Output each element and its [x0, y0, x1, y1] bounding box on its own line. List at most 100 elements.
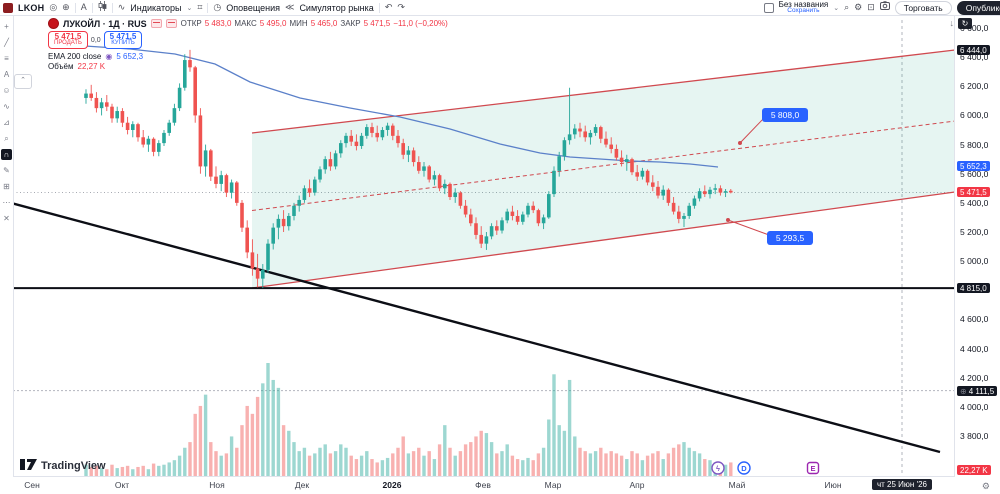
callout-connector — [739, 117, 765, 144]
candle-body — [729, 190, 733, 193]
ema-legend-row[interactable]: EMA 200 close ◉ 5 652,3 — [48, 52, 448, 61]
alert-plus-icon[interactable]: ⊕ — [960, 386, 967, 396]
publish-button[interactable]: Опублико — [956, 0, 1000, 15]
volume-bar — [682, 442, 686, 476]
measure-tool-icon[interactable]: ⊿ — [3, 118, 10, 127]
undo-icon[interactable]: ↶ — [384, 2, 393, 12]
interval-icon[interactable]: A — [80, 2, 87, 12]
layout-checkbox-icon[interactable] — [763, 2, 774, 13]
text-tool-icon[interactable]: A — [3, 70, 10, 79]
axis-settings-gear-icon[interactable]: ⚙ — [981, 481, 990, 491]
trendline-tool-icon[interactable]: ╱ — [4, 38, 9, 47]
magnet-tool-icon[interactable]: ∩ — [1, 149, 12, 160]
candle-body — [370, 127, 374, 133]
pattern-tool-icon[interactable]: ∿ — [3, 102, 10, 111]
price-tick: 6 200,0 — [960, 81, 989, 91]
trade-button[interactable]: Торговать — [894, 0, 952, 15]
candle-body — [645, 170, 650, 183]
quick-search-icon[interactable]: ⌕ — [844, 2, 850, 12]
candle-body — [214, 176, 218, 184]
indicators-button[interactable]: Индикаторы — [130, 2, 182, 13]
chart-legend: ЛУКОЙЛ · 1Д · RUS ОТКР 5 483,0 МАКС 5 495,… — [48, 18, 448, 71]
zoom-tool-icon[interactable]: ⌕ — [4, 134, 9, 143]
crosshair-tool-icon[interactable]: + — [4, 22, 9, 31]
flash-event-icon[interactable] — [711, 461, 725, 475]
time-tick: Сен — [24, 480, 40, 490]
sell-button[interactable]: 5 471,5 ПРОДАТЬ — [48, 31, 88, 49]
volume-legend-row[interactable]: Объём 22,27 K — [48, 62, 448, 71]
emoji-tool-icon[interactable]: ☺ — [2, 86, 11, 95]
candle-body — [453, 192, 457, 198]
alert-clock-icon[interactable]: ◷ — [213, 2, 222, 12]
time-axis[interactable]: Сен Окт Ноя Дек 2026 Фев Мар Апр Май Июн чт 25 Июн… — [13, 476, 955, 494]
volume-bar — [661, 459, 665, 476]
legend-flag-icon[interactable] — [150, 19, 162, 28]
candle-body — [573, 128, 577, 135]
chart-type-icon[interactable] — [98, 0, 107, 15]
chart-area[interactable]: 5 808,0 5 293,5 ϟ D E TradingView — [13, 15, 955, 477]
volume-bar — [115, 468, 119, 476]
auto-fit-icon[interactable]: ↻ — [958, 18, 972, 29]
collapse-legend-button[interactable]: ⌃ — [14, 74, 32, 89]
fib-retracement-tool-icon[interactable]: ≡ — [4, 54, 9, 63]
more-tools-icon[interactable]: ⋯ — [2, 198, 11, 207]
settings-gear-icon[interactable]: ⚙ — [854, 2, 863, 12]
price-label-red[interactable]: 22,27 K — [957, 465, 991, 475]
symbol-button[interactable]: LKOH — [18, 2, 45, 13]
fullscreen-icon[interactable]: ⊡ — [867, 2, 875, 12]
price-callout-label[interactable] — [767, 231, 813, 245]
price-label-blue[interactable]: 5 652,3 — [957, 161, 990, 171]
price-callout-label[interactable] — [762, 108, 808, 122]
remove-drawings-tool-icon[interactable]: ✕ — [3, 214, 10, 223]
indicators-icon[interactable]: ∿ — [117, 2, 126, 12]
price-tick: 5 600,0 — [960, 169, 989, 179]
channel-mid-line[interactable] — [251, 120, 955, 211]
legend-title[interactable]: ЛУКОЙЛ · 1Д · RUS — [63, 18, 147, 29]
price-label-black[interactable]: 6 444,0 — [957, 45, 990, 55]
redo-icon[interactable]: ↷ — [397, 2, 405, 12]
replay-icon[interactable]: ≪ — [285, 2, 295, 12]
price-label-black[interactable]: 4 815,0 — [957, 283, 990, 293]
candle-body — [687, 205, 691, 216]
earnings-event-icon[interactable] — [806, 461, 820, 475]
descending-trendline[interactable] — [13, 200, 941, 454]
layout-grid-icon[interactable]: ⌗ — [197, 2, 203, 12]
buy-button[interactable]: 5 471,5 КУПИТЬ — [103, 31, 143, 49]
flash-event-icon-glyph: ϟ — [716, 464, 720, 473]
draw-tool-icon[interactable]: ✎ — [3, 166, 10, 175]
legend-flag-icon[interactable] — [165, 19, 177, 28]
candle-body — [469, 214, 473, 224]
dividend-event-icon[interactable] — [737, 461, 751, 475]
chevron-down-icon[interactable]: ⌄ — [186, 4, 193, 12]
price-label-black[interactable]: ⊕ 4 111,5 — [957, 386, 998, 396]
volume-bar — [567, 379, 572, 476]
channel-bottom-line[interactable] — [251, 191, 955, 289]
camera-icon[interactable] — [879, 1, 890, 14]
save-link[interactable]: Сохранить — [787, 7, 820, 14]
price-chart[interactable]: 5 808,0 5 293,5 ϟ D E TradingView — [13, 15, 955, 477]
chevron-down-icon[interactable]: ⌄ — [833, 4, 840, 12]
price-axis[interactable]: ↓ ↻ 6 600,0 6 400,0 6 200,0 6 000,0 5 800,0 5… — [950, 15, 1000, 477]
ema-200-line[interactable] — [84, 45, 719, 168]
candle-body — [531, 205, 535, 211]
channel-fill[interactable] — [252, 50, 955, 288]
compare-icon[interactable]: ⊕ — [62, 2, 70, 12]
volume-bar — [578, 447, 582, 476]
layout-save[interactable]: Без названия Сохранить — [779, 1, 829, 14]
channel-top-line[interactable] — [251, 49, 955, 134]
ema-settings-icon[interactable]: ◉ — [105, 52, 113, 61]
candle-body — [162, 132, 166, 144]
time-tick: Май — [728, 480, 746, 490]
candle-body — [125, 122, 130, 130]
volume-bar — [172, 460, 177, 476]
price-label-red[interactable]: 5 471,5 — [957, 187, 990, 197]
download-icon[interactable]: ↓ — [949, 18, 955, 28]
layout-name[interactable]: Без названия — [778, 0, 829, 9]
candle-body — [224, 175, 229, 193]
replay-button[interactable]: Симулятор рынка — [299, 2, 374, 13]
price-tick: 3 800,0 — [960, 431, 989, 441]
objects-tree-tool-icon[interactable]: ⊞ — [3, 182, 10, 191]
alerts-button[interactable]: Оповещения — [226, 2, 281, 13]
watch-icon[interactable]: ◎ — [49, 2, 58, 12]
volume-bar — [157, 465, 161, 476]
